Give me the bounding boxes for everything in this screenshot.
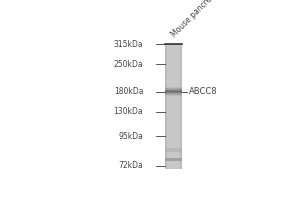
Bar [165,44,182,169]
Text: 72kDa: 72kDa [118,161,143,170]
Bar [165,91,182,92]
Bar [165,90,182,91]
Bar [165,94,182,95]
Bar [165,87,182,88]
Bar [165,148,182,152]
Text: ABCC8: ABCC8 [189,87,217,96]
Text: 130kDa: 130kDa [114,107,143,116]
Bar [180,44,182,169]
Text: 180kDa: 180kDa [114,87,143,96]
Text: 315kDa: 315kDa [114,40,143,49]
Bar [165,93,182,94]
Bar [165,92,182,93]
Text: Mouse pancreas: Mouse pancreas [169,0,220,39]
Bar [165,44,167,169]
Bar [165,158,182,161]
Text: 95kDa: 95kDa [118,132,143,141]
Bar [165,95,182,96]
Bar [165,88,182,89]
Bar [165,89,182,90]
Text: 250kDa: 250kDa [114,60,143,69]
